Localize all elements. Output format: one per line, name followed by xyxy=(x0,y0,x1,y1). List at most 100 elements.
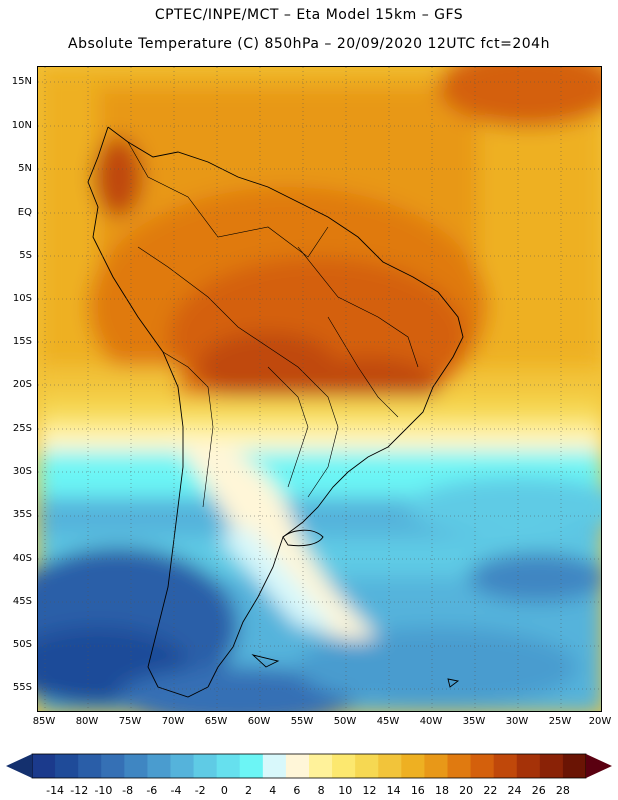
lat-label-20s: 20S xyxy=(12,379,32,390)
colorbar-cell xyxy=(147,754,171,778)
temperature-field xyxy=(38,67,601,711)
lon-label-75w: 75W xyxy=(118,716,142,727)
lon-label-50w: 50W xyxy=(333,716,357,727)
colorbar-label: 24 xyxy=(507,784,522,797)
lat-label-40s: 40S xyxy=(12,553,32,564)
coastlines xyxy=(87,126,464,698)
country-borders xyxy=(127,141,419,508)
lon-label-25w: 25W xyxy=(548,716,572,727)
colorbar-over-arrow xyxy=(586,754,612,778)
cool-south-atlantic xyxy=(298,627,578,707)
colorbar-cell xyxy=(124,754,148,778)
lat-label-10n: 10N xyxy=(11,120,32,131)
colorbar-cell xyxy=(170,754,195,778)
colorbar-cell xyxy=(470,754,495,778)
colorbar-label: 28 xyxy=(555,784,570,797)
lat-label-15n: 15N xyxy=(11,76,32,87)
cool-patch-atlantic xyxy=(408,477,601,537)
lat-label-50s: 50S xyxy=(12,639,32,650)
colorbar xyxy=(6,753,612,779)
south-georgia xyxy=(447,678,460,688)
colorbar-cell xyxy=(216,754,241,778)
lat-label-eq: EQ xyxy=(17,207,32,218)
colorbar-cell xyxy=(32,754,56,778)
colorbar-label: 0 xyxy=(220,784,228,797)
colorbar-cell xyxy=(55,754,79,778)
colorbar-under-arrow xyxy=(6,754,32,778)
lon-label-30w: 30W xyxy=(505,716,529,727)
lon-label-70w: 70W xyxy=(161,716,185,727)
colorbar-cell xyxy=(516,754,541,778)
title-line-2: Absolute Temperature (C) 850hPa – 20/09/… xyxy=(68,36,550,52)
lon-label-80w: 80W xyxy=(75,716,99,727)
lat-label-5n: 5N xyxy=(18,163,32,174)
cold-patch-atlantic xyxy=(468,552,601,602)
colorbar-cell xyxy=(101,754,125,778)
border-states-1 xyxy=(297,246,419,368)
lon-label-60w: 60W xyxy=(247,716,271,727)
border-north xyxy=(127,141,329,258)
lat-label-55s: 55S xyxy=(12,682,32,693)
border-brazil-west xyxy=(137,246,339,498)
colorbar-label: -2 xyxy=(194,784,206,797)
colorbar-label: 18 xyxy=(435,784,449,797)
lat-label-15s: 15S xyxy=(12,336,32,347)
colorbar-label: -12 xyxy=(70,784,89,797)
border-paraguay xyxy=(267,366,309,488)
colorbar-label: 12 xyxy=(362,784,377,797)
colorbar-cell xyxy=(332,754,356,778)
plata-estuary xyxy=(282,529,324,547)
colorbar-label: 4 xyxy=(269,784,277,797)
colorbar-cell xyxy=(355,754,379,778)
lon-label-45w: 45W xyxy=(376,716,400,727)
map-panel xyxy=(37,66,602,712)
atlantic-coast xyxy=(107,126,464,688)
lat-label-30s: 30S xyxy=(12,466,32,477)
colorbar-cell xyxy=(378,754,402,778)
colorbar-label: 6 xyxy=(293,784,301,797)
border-andes xyxy=(162,351,214,508)
colorbar-cell xyxy=(447,754,472,778)
temperature-map xyxy=(38,67,601,711)
lon-label-85w: 85W xyxy=(32,716,56,727)
title-line-1: CPTEC/INPE/MCT – Eta Model 15km – GFS xyxy=(154,7,464,23)
colorbar-cell xyxy=(401,754,425,778)
colorbar-label: 10 xyxy=(338,784,353,797)
colorbar-label: 8 xyxy=(317,784,325,797)
mild-tongue xyxy=(218,527,338,627)
colorbar-label: -4 xyxy=(170,784,182,797)
lon-label-40w: 40W xyxy=(419,716,443,727)
lon-label-20w: 20W xyxy=(588,716,612,727)
colorbar-cell xyxy=(285,754,310,778)
lon-label-55w: 55W xyxy=(290,716,314,727)
colorbar-cell xyxy=(239,754,264,778)
colorbar-cell xyxy=(424,754,448,778)
falkland-islands xyxy=(251,654,280,668)
colorbar-label: -10 xyxy=(94,784,113,797)
colorbar-label: -14 xyxy=(46,784,65,797)
pacific-coast xyxy=(87,126,209,698)
colorbar-label: 14 xyxy=(386,784,401,797)
lat-label-10s: 10S xyxy=(12,293,32,304)
colorbar-cell xyxy=(493,754,518,778)
colorbar-label: 22 xyxy=(483,784,498,797)
hot-spot-colombia xyxy=(93,137,143,217)
colorbar-cell xyxy=(193,754,218,778)
lat-label-45s: 45S xyxy=(12,596,32,607)
colorbar-cell xyxy=(562,754,587,778)
colorbar-cell xyxy=(539,754,564,778)
lon-label-65w: 65W xyxy=(204,716,228,727)
colorbar-label: 20 xyxy=(459,784,474,797)
colorbar-label: 2 xyxy=(245,784,253,797)
colorbar-label: 16 xyxy=(410,784,425,797)
colorbar-label: -6 xyxy=(146,784,158,797)
colorbar-cell xyxy=(309,754,333,778)
lat-label-35s: 35S xyxy=(12,509,32,520)
lat-label-5s: 5S xyxy=(19,250,32,261)
warm-tongue xyxy=(168,437,378,640)
lon-label-35w: 35W xyxy=(462,716,486,727)
colorbar-label: 26 xyxy=(531,784,546,797)
colorbar-cell xyxy=(78,754,102,778)
colorbar-cells xyxy=(31,753,587,779)
colorbar-label: -8 xyxy=(122,784,134,797)
